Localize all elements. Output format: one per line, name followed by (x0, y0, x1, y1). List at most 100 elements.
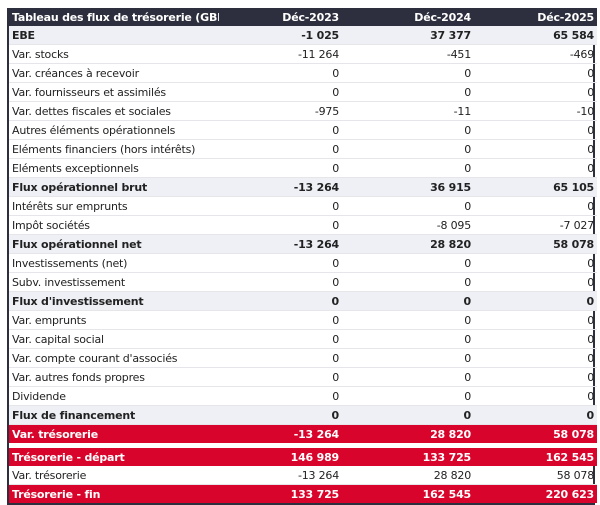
cell-value: 0 (219, 405, 342, 425)
row-label: EBE (9, 26, 219, 45)
cell-value: 0 (342, 386, 474, 406)
cell-value: 28 820 (342, 234, 474, 254)
cell-value: -451 (342, 44, 474, 64)
row-label: Flux de financement (9, 405, 219, 425)
table-row: Flux opérationnel brut -13 264 36 915 65 10… (9, 177, 597, 197)
row-label: Investissements (net) (9, 253, 219, 273)
cell-value (474, 443, 597, 448)
table-row: Eléments financiers (hors intérêts) 0 0 0 (9, 139, 597, 159)
table-row: Impôt sociétés 0 -8 095 -7 027 (9, 215, 597, 235)
cell-value: 0 (474, 82, 597, 102)
cell-value (219, 443, 342, 448)
cell-value: 133 725 (219, 484, 342, 503)
table-row: Var. stocks -11 264 -451 -469 (9, 44, 597, 64)
row-label: Var. stocks (9, 44, 219, 64)
cell-value: 0 (219, 367, 342, 387)
row-label: Dividende (9, 386, 219, 406)
cell-value: 0 (474, 158, 597, 178)
cell-value: -975 (219, 101, 342, 121)
cell-value: 0 (219, 348, 342, 368)
table-row: Eléments exceptionnels 0 0 0 (9, 158, 597, 178)
cell-value: 37 377 (342, 26, 474, 45)
cell-value: 0 (219, 63, 342, 83)
cell-value: 0 (474, 348, 597, 368)
table-row: Intérêts sur emprunts 0 0 0 (9, 196, 597, 216)
cell-value: 0 (342, 139, 474, 159)
row-label (9, 443, 219, 448)
table-row: Var. créances à recevoir 0 0 0 (9, 63, 597, 83)
cell-value: 0 (219, 82, 342, 102)
row-label: Flux opérationnel brut (9, 177, 219, 197)
header-title: Tableau des flux de trésorerie (GBP) (9, 8, 219, 26)
row-label: Intérêts sur emprunts (9, 196, 219, 216)
cell-value: 0 (219, 196, 342, 216)
row-label: Var. autres fonds propres (9, 367, 219, 387)
cell-value: 0 (474, 310, 597, 330)
cell-value: -7 027 (474, 215, 597, 235)
row-label: Var. trésorerie (9, 466, 219, 485)
header-row: Tableau des flux de trésorerie (GBP) Déc… (9, 8, 597, 26)
table-row: Var. autres fonds propres 0 0 0 (9, 367, 597, 387)
table-row: Var. trésorerie -13 264 28 820 58 078 (9, 466, 597, 485)
cell-value: 0 (219, 215, 342, 235)
cell-value: 0 (219, 291, 342, 311)
table-row: Trésorerie - fin 133 725 162 545 220 623 (9, 484, 597, 503)
cell-value: 58 078 (474, 424, 597, 443)
row-label: Trésorerie - départ (9, 448, 219, 466)
row-label: Var. dettes fiscales et sociales (9, 101, 219, 121)
cell-value: 0 (219, 329, 342, 349)
cell-value: -11 (342, 101, 474, 121)
header-col-2024: Déc-2024 (342, 8, 474, 26)
table-row: Var. compte courant d'associés 0 0 0 (9, 348, 597, 368)
cell-value: 0 (219, 272, 342, 292)
cell-value: -8 095 (342, 215, 474, 235)
cell-value: 0 (342, 120, 474, 140)
cell-value: 65 584 (474, 26, 597, 45)
table-row: Flux opérationnel net -13 264 28 820 58 078 (9, 234, 597, 254)
row-label: Var. fournisseurs et assimilés (9, 82, 219, 102)
cell-value: 28 820 (342, 466, 474, 485)
cell-value: -469 (474, 44, 597, 64)
row-label: Autres éléments opérationnels (9, 120, 219, 140)
header-col-2025: Déc-2025 (474, 8, 597, 26)
cell-value: 0 (342, 310, 474, 330)
cell-value: 220 623 (474, 484, 597, 503)
row-label: Var. emprunts (9, 310, 219, 330)
row-label: Var. créances à recevoir (9, 63, 219, 83)
cell-value: 0 (342, 63, 474, 83)
cell-value: 36 915 (342, 177, 474, 197)
spacer-row (9, 443, 597, 448)
cell-value: 0 (219, 158, 342, 178)
cell-value: 65 105 (474, 177, 597, 197)
cell-value: 0 (219, 386, 342, 406)
cell-value: 0 (219, 139, 342, 159)
table-row: Flux d'investissement 0 0 0 (9, 291, 597, 311)
row-label: Var. trésorerie (9, 424, 219, 443)
row-label: Flux d'investissement (9, 291, 219, 311)
cell-value: 0 (342, 348, 474, 368)
cell-value: 162 545 (342, 484, 474, 503)
table-row: Var. capital social 0 0 0 (9, 329, 597, 349)
table-row: Investissements (net) 0 0 0 (9, 253, 597, 273)
table-row: Var. dettes fiscales et sociales -975 -11-… (9, 101, 597, 121)
cell-value: 0 (342, 272, 474, 292)
table-row: Var. trésorerie -13 264 28 820 58 078 (9, 424, 597, 443)
cell-value: 162 545 (474, 448, 597, 466)
cell-value: 133 725 (342, 448, 474, 466)
cell-value: 0 (474, 291, 597, 311)
cell-value: -11 264 (219, 44, 342, 64)
cell-value: 0 (342, 158, 474, 178)
row-label: Var. capital social (9, 329, 219, 349)
table-row: EBE -1 025 37 377 65 584 (9, 26, 597, 45)
cell-value: 0 (342, 405, 474, 425)
cell-value: 0 (342, 329, 474, 349)
cell-value: 0 (474, 139, 597, 159)
table-row: Flux de financement 0 0 0 (9, 405, 597, 425)
cell-value: 0 (219, 310, 342, 330)
table-row: Var. fournisseurs et assimilés 0 0 0 (9, 82, 597, 102)
cell-value: 146 989 (219, 448, 342, 466)
row-label: Trésorerie - fin (9, 484, 219, 503)
cash-flow-table: Tableau des flux de trésorerie (GBP) Déc… (7, 8, 597, 505)
table-row: Dividende 0 0 0 (9, 386, 597, 406)
cell-value: -13 264 (219, 424, 342, 443)
